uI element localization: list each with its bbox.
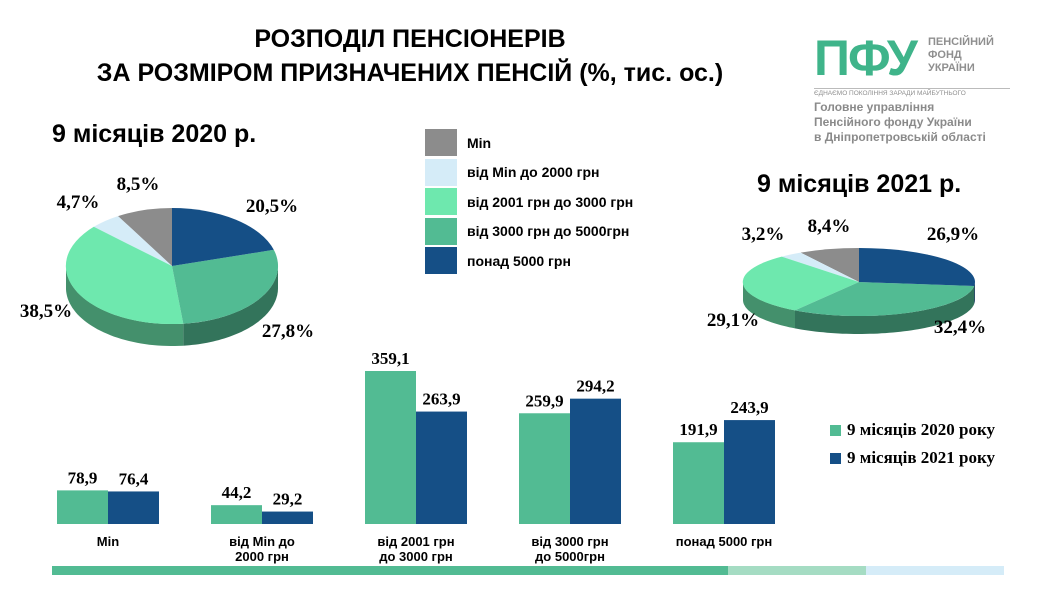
pie-2021-title: 9 місяців 2021 р. [757,170,962,198]
pie-slice-to-3000 [742,256,859,311]
legend-item-min: Min [425,128,633,158]
series-legend-swatch [830,452,841,464]
pie-label-to-2000: 3,2% [742,224,785,245]
pie-slice-to-5000 [172,249,279,324]
pie-2020-title: 9 місяців 2020 р. [52,120,257,148]
bar-to-3000-2021 [416,411,467,524]
logo-name-line-3: УКРАЇНИ [928,62,975,74]
bar-category-label: до 3000 грн [379,549,453,564]
bar-to-5000-2020 [519,413,570,524]
pie-side-to-3000 [743,282,795,329]
bar-category-label: до 5000грн [535,549,605,564]
pie-slice-min [118,208,172,266]
legend-label: від 2001 грн до 3000 грн [467,193,634,210]
pie-side-to-5000 [795,286,975,334]
pie-slice-to-3000 [65,226,184,325]
pie-label-over-5000: 20,5% [246,196,298,217]
logo-mark: ПФУ [814,30,918,86]
logo-name-line-2: ФОНД [928,49,962,61]
legend-item-over-5000: понад 5000 грн [425,246,633,276]
logo-name: ПЕНСІЙНИЙ ФОНД УКРАЇНИ [928,36,1018,75]
bar-category-label: 2000 грн [235,549,289,564]
legend-label: від Min до 2000 грн [467,164,600,181]
pie-label-to-5000: 32,4% [934,317,986,338]
series-legend-label: 9 місяців 2021 року [847,448,996,467]
footer-bar-segment-1 [52,566,728,575]
logo-department: Головне управління Пенсійного фонду Укра… [814,100,1024,145]
legend-label: понад 5000 грн [467,252,571,269]
pie-slice-to-5000 [795,282,975,317]
bar-to-5000-2021 [570,398,621,524]
pie-label-to-2000: 4,7% [57,192,100,213]
pie-side-to-5000 [183,266,278,346]
bar-value-label: 243,9 [730,398,768,417]
pie-label-over-5000: 26,9% [927,224,979,245]
dept-line-3: в Дніпропетровській області [814,130,986,144]
legend-swatch [425,158,457,186]
bar-category-label: понад 5000 грн [676,534,772,549]
series-legend-swatch [830,424,841,436]
title-line-1: РОЗПОДІЛ ПЕНСІОНЕРІВ [254,25,566,53]
legend-swatch [425,129,457,157]
bar-value-label: 44,2 [222,483,252,502]
footer-bar-segment-2 [728,566,866,575]
footer-bar-segment-3 [866,566,1004,575]
logo-motto: ЄДНАЄМО ПОКОЛІННЯ ЗАРАДИ МАЙБУТНЬОГО [814,88,1010,97]
logo-name-line-1: ПЕНСІЙНИЙ [928,36,994,48]
pie-slice-to-2000 [93,216,172,266]
pie-chart-2021: 8,4% 3,2% 29,1% 32,4% 26,9% [707,216,986,338]
series-legend-item-2021: 9 місяців 2021 року [830,444,995,472]
pfu-logo: ПФУ ПЕНСІЙНИЙ ФОНД УКРАЇНИ ЄДНАЄМО ПОКОЛ… [812,30,1022,150]
bar-min-2021 [108,491,159,524]
pie-label-min: 8,4% [808,216,851,237]
legend-label: від 3000 грн до 5000грн [467,223,630,240]
dept-line-1: Головне управління [814,100,935,114]
legend-swatch [425,247,457,275]
pie-chart-2020: 8,5% 4,7% 38,5% 27,8% 20,5% [20,174,314,346]
legend-swatch [425,188,457,216]
pie-label-to-3000: 38,5% [20,301,72,322]
legend-item-to-3000: від 2001 грн до 3000 грн [425,187,633,217]
bar-category-label: від 2001 грн [377,534,454,549]
bar-min-2020 [57,490,108,524]
series-legend-label: 9 місяців 2020 року [847,420,996,439]
legend-item-to-5000: від 3000 грн до 5000грн [425,217,633,247]
bar-value-label: 259,9 [525,391,563,410]
pie-slice-to-2000 [781,252,859,282]
bar-value-label: 191,9 [679,420,717,439]
legend-item-to-2000: від Min до 2000 грн [425,158,633,188]
bar-value-label: 263,9 [422,390,460,409]
bar-value-label: 76,4 [119,469,149,488]
bar-to-3000-2020 [365,371,416,524]
bar-value-label: 78,9 [68,468,98,487]
pie-label-to-3000: 29,1% [707,310,759,331]
bar-to-2000-2021 [262,511,313,524]
bar-value-label: 359,1 [371,349,409,368]
pie-slice-over-5000 [859,248,976,286]
bar-over-5000-2021 [724,420,775,524]
bar-category-label: від Min до [229,534,295,549]
title-line-2: ЗА РОЗМІРОМ ПРИЗНАЧЕНИХ ПЕНСІЙ (%, тис. … [96,59,724,87]
pie-label-to-5000: 27,8% [262,321,314,342]
bar-category-label: від 3000 грн [531,534,608,549]
pie-side-to-3000 [66,267,184,346]
bar-to-2000-2020 [211,505,262,524]
dept-line-2: Пенсійного фонду України [814,115,972,129]
legend-swatch [425,217,457,245]
category-legend: Min від Min до 2000 грн від 2001 грн до 30… [425,128,633,276]
pie-slice-over-5000 [172,207,274,266]
pie-label-min: 8,5% [117,174,160,195]
bar-series-legend: 9 місяців 2020 року 9 місяців 2021 року [830,416,995,472]
bar-value-label: 294,2 [576,377,614,396]
page-title: РОЗПОДІЛ ПЕНСІОНЕРІВ ЗА РОЗМІРОМ ПРИЗНАЧ… [20,22,800,90]
bar-value-label: 29,2 [273,490,303,509]
bar-over-5000-2020 [673,442,724,524]
legend-label: Min [467,134,492,151]
series-legend-item-2020: 9 місяців 2020 року [830,416,995,444]
pie-slice-min [800,247,859,282]
pie-side-over-5000 [974,282,975,304]
bar-category-label: Min [97,534,119,549]
